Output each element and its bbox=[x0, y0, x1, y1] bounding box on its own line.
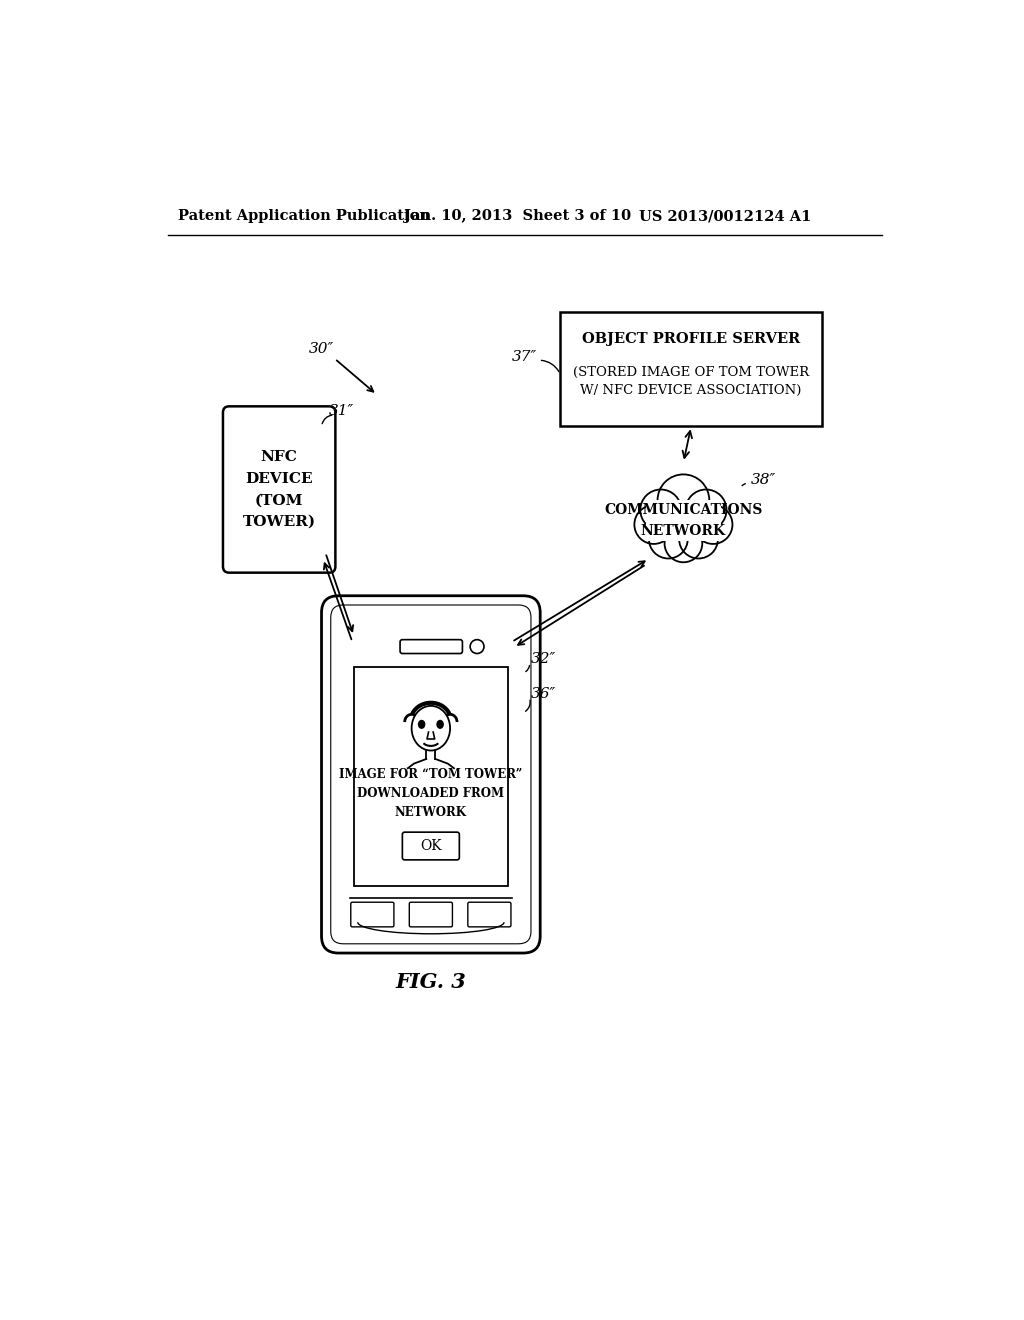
Text: FIG. 3: FIG. 3 bbox=[395, 973, 466, 993]
Text: Patent Application Publication: Patent Application Publication bbox=[178, 209, 430, 223]
Text: (STORED IMAGE OF TOM TOWER
W/ NFC DEVICE ASSOCIATION): (STORED IMAGE OF TOM TOWER W/ NFC DEVICE… bbox=[573, 366, 809, 397]
Text: IMAGE FOR “TOM TOWER”
DOWNLOADED FROM
NETWORK: IMAGE FOR “TOM TOWER” DOWNLOADED FROM NE… bbox=[339, 768, 522, 820]
Circle shape bbox=[693, 506, 732, 544]
Text: 30″: 30″ bbox=[309, 342, 335, 356]
Ellipse shape bbox=[419, 721, 425, 729]
Ellipse shape bbox=[437, 721, 443, 729]
Text: 37″: 37″ bbox=[512, 350, 537, 364]
FancyBboxPatch shape bbox=[223, 407, 336, 573]
Text: 32″: 32″ bbox=[531, 652, 556, 665]
FancyBboxPatch shape bbox=[331, 605, 531, 944]
FancyBboxPatch shape bbox=[400, 640, 463, 653]
Ellipse shape bbox=[412, 706, 451, 751]
FancyBboxPatch shape bbox=[351, 903, 394, 927]
Circle shape bbox=[635, 506, 673, 544]
Circle shape bbox=[640, 490, 681, 531]
Text: Jan. 10, 2013  Sheet 3 of 10: Jan. 10, 2013 Sheet 3 of 10 bbox=[403, 209, 631, 223]
FancyBboxPatch shape bbox=[402, 832, 460, 859]
Text: COMMUNICATIONS
NETWORK: COMMUNICATIONS NETWORK bbox=[604, 503, 763, 537]
Bar bbox=[646, 500, 721, 541]
Text: 36″: 36″ bbox=[531, 686, 556, 701]
Text: OK: OK bbox=[420, 840, 441, 853]
Text: OBJECT PROFILE SERVER: OBJECT PROFILE SERVER bbox=[582, 333, 800, 346]
Text: NFC
DEVICE
(TOM
TOWER): NFC DEVICE (TOM TOWER) bbox=[243, 450, 315, 529]
Text: US 2013/0012124 A1: US 2013/0012124 A1 bbox=[639, 209, 811, 223]
Circle shape bbox=[657, 474, 710, 527]
Circle shape bbox=[686, 490, 727, 531]
Circle shape bbox=[470, 640, 484, 653]
FancyBboxPatch shape bbox=[468, 903, 511, 927]
Text: 38″: 38″ bbox=[751, 474, 775, 487]
Bar bbox=[354, 667, 508, 886]
FancyBboxPatch shape bbox=[322, 595, 541, 953]
Circle shape bbox=[679, 520, 718, 558]
FancyBboxPatch shape bbox=[410, 903, 453, 927]
Bar bbox=[560, 313, 822, 426]
Text: 31″: 31″ bbox=[330, 404, 354, 418]
Circle shape bbox=[649, 520, 688, 558]
Circle shape bbox=[665, 524, 702, 562]
